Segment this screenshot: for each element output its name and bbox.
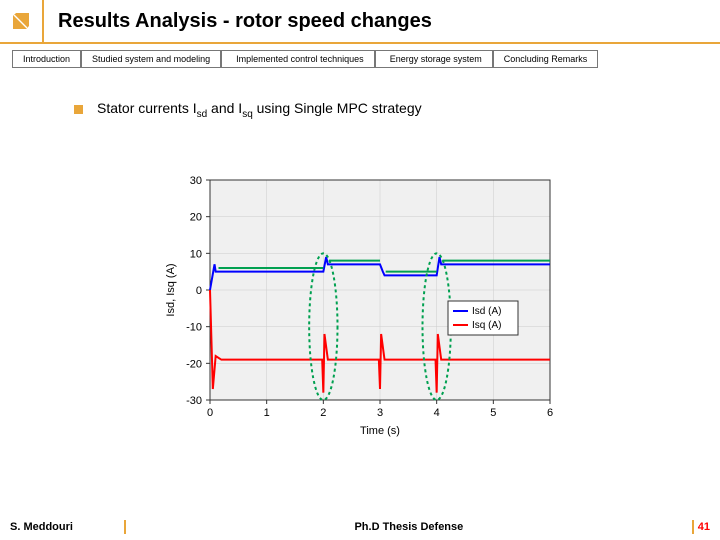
svg-text:Time (s): Time (s) (360, 425, 400, 437)
stator-current-chart: 0 1 2 3 4 5 6 -30 -20 -10 0 10 20 30 Time (s) Isd, Isq … (160, 170, 560, 440)
arrow-down-right-icon (10, 10, 32, 32)
svg-text:10: 10 (190, 248, 202, 260)
bullet-line: Stator currents Isd and Isq using Single… (74, 100, 720, 120)
page-number: 41 (688, 520, 720, 534)
page-title: Results Analysis - rotor speed changes (44, 10, 432, 33)
breadcrumb: Introduction Studied system and modeling… (0, 50, 720, 68)
author-name: S. Meddouri (0, 521, 120, 533)
nav-studied-system: Studied system and modeling (81, 50, 221, 68)
txt-post: using Single MPC strategy (253, 100, 422, 116)
slide-header: Results Analysis - rotor speed changes (0, 0, 720, 44)
svg-text:Isq (A): Isq (A) (472, 320, 501, 331)
footer-divider-icon (692, 520, 694, 534)
txt-sub1: sd (197, 109, 208, 120)
nav-concluding: Concluding Remarks (493, 50, 599, 68)
svg-text:5: 5 (490, 407, 496, 419)
txt-pre: Stator currents I (97, 100, 197, 116)
svg-text:Isd, Isq (A): Isd, Isq (A) (165, 263, 177, 316)
nav-introduction: Introduction (12, 50, 81, 68)
square-bullet-icon (74, 105, 83, 114)
svg-text:-20: -20 (186, 358, 202, 370)
svg-text:30: 30 (190, 175, 202, 187)
svg-text:1: 1 (264, 407, 270, 419)
nav-control-techniques: Implemented control techniques (221, 50, 375, 68)
bullet-text: Stator currents Isd and Isq using Single… (97, 100, 422, 120)
svg-text:6: 6 (547, 407, 553, 419)
footer-divider-icon (124, 520, 126, 534)
svg-text:3: 3 (377, 407, 383, 419)
nav-energy-storage: Energy storage system (375, 50, 493, 68)
txt-mid: and I (207, 100, 242, 116)
logo-block (0, 0, 44, 43)
slide-footer: S. Meddouri Ph.D Thesis Defense 41 (0, 514, 720, 540)
svg-text:Isd (A): Isd (A) (472, 306, 501, 317)
svg-text:-30: -30 (186, 395, 202, 407)
svg-text:20: 20 (190, 212, 202, 224)
svg-text:0: 0 (207, 407, 213, 419)
footer-center: Ph.D Thesis Defense (130, 521, 688, 533)
svg-text:-10: -10 (186, 322, 202, 334)
svg-text:2: 2 (320, 407, 326, 419)
page-number-value: 41 (698, 521, 710, 533)
chart-svg: 0 1 2 3 4 5 6 -30 -20 -10 0 10 20 30 Time (s) Isd, Isq … (160, 170, 560, 440)
txt-sub2: sq (242, 109, 253, 120)
svg-text:4: 4 (434, 407, 440, 419)
svg-text:0: 0 (196, 285, 202, 297)
